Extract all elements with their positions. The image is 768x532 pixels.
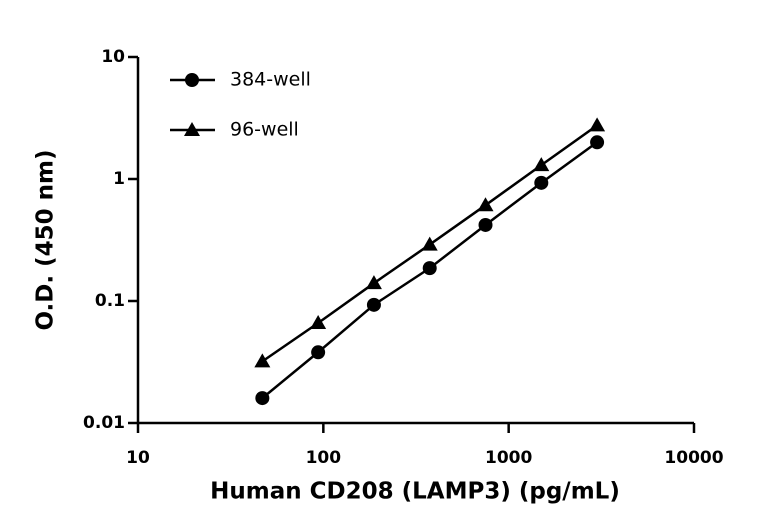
x-axis-title: Human CD208 (LAMP3) (pg/mL) — [210, 479, 620, 505]
marker — [310, 315, 327, 330]
x-tick-label: 10000 — [664, 448, 723, 468]
marker — [254, 353, 271, 368]
marker — [185, 73, 199, 87]
marker — [255, 391, 270, 406]
marker — [422, 261, 437, 276]
x-tick-label: 100 — [306, 448, 342, 468]
y-tick-label: 0.01 — [83, 413, 125, 433]
y-tick-label: 10 — [101, 47, 125, 67]
marker — [184, 122, 200, 136]
x-tick-label: 1000 — [485, 448, 532, 468]
marker — [590, 135, 605, 150]
marker — [421, 236, 438, 251]
marker — [533, 157, 550, 172]
marker — [534, 175, 549, 190]
x-tick-label: 10 — [126, 448, 150, 468]
marker — [478, 217, 493, 232]
y-axis-title: O.D. (450 nm) — [33, 149, 59, 330]
marker — [477, 197, 494, 212]
marker — [366, 297, 381, 312]
marker — [589, 117, 606, 132]
y-tick-label: 1 — [113, 169, 125, 189]
marker — [311, 345, 326, 360]
y-tick-label: 0.1 — [95, 291, 125, 311]
legend-label: 96-well — [230, 119, 299, 141]
marker — [365, 275, 382, 290]
legend-label: 384-well — [230, 69, 311, 91]
